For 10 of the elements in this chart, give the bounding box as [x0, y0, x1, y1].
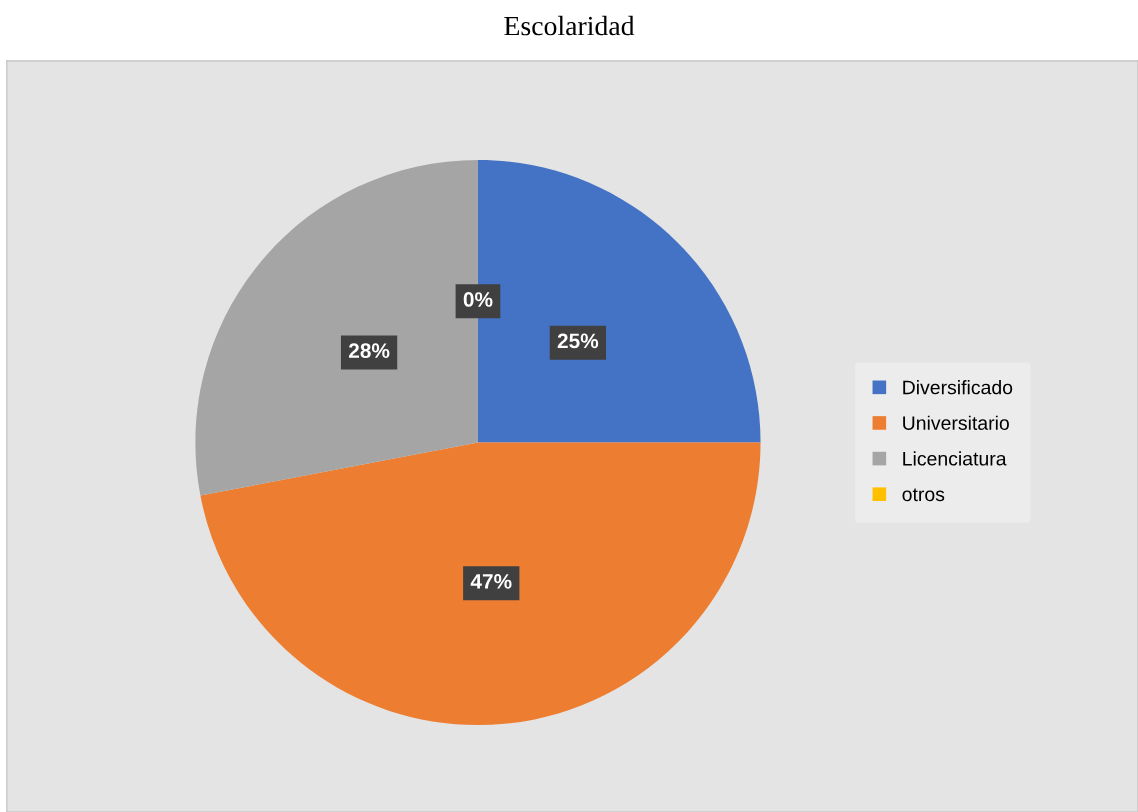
legend-label: Universitario — [903, 415, 1009, 430]
data-label: 28% — [348, 343, 390, 359]
text: 0% — [463, 292, 493, 307]
data-label: 25% — [557, 333, 599, 349]
chart-title: Escolaridad — [504, 15, 635, 36]
legend-label: Diversificado — [903, 380, 1013, 395]
legend-label: Licenciatura — [903, 451, 1007, 466]
data-label: 47% — [470, 574, 512, 589]
pie-slice — [200, 442, 761, 725]
legend-label: otros — [902, 488, 945, 502]
